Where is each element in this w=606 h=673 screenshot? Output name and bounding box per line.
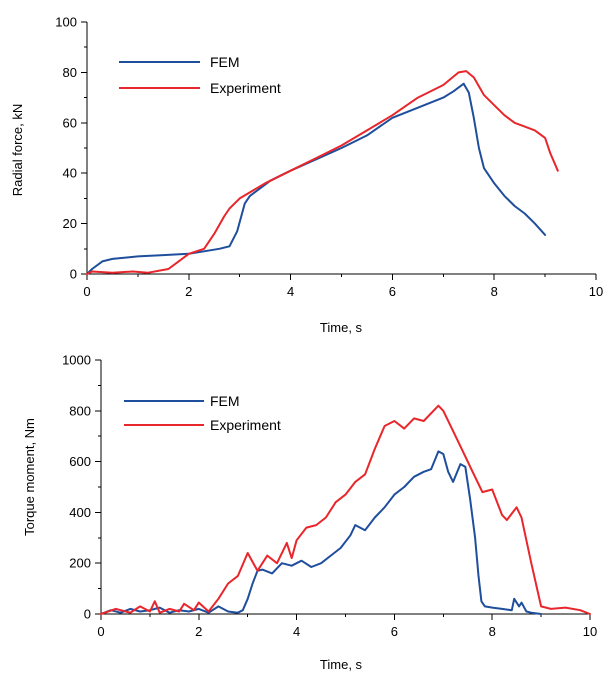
x-tick-label: 0 xyxy=(83,284,90,299)
x-tick-label: 6 xyxy=(391,624,398,639)
y-tick-label: 40 xyxy=(63,166,77,181)
radial-force-legend: FEM Experiment xyxy=(119,54,281,96)
y-tick-label: 200 xyxy=(69,556,91,571)
x-tick-label: 4 xyxy=(287,284,294,299)
y-tick-label: 1000 xyxy=(62,353,91,368)
series-line-experiment xyxy=(100,404,591,615)
series-line-fem xyxy=(86,82,547,275)
torque-moment-series xyxy=(100,404,591,615)
y-tick-label: 600 xyxy=(69,454,91,469)
y-tick-label: 100 xyxy=(55,15,77,30)
torque-moment-axes: 0 200 400 600 800 1000 0 2 4 6 8 10 xyxy=(62,353,597,640)
radial-force-series xyxy=(86,70,559,275)
y-tick-label: 400 xyxy=(69,505,91,520)
x-tick-label: 0 xyxy=(97,624,104,639)
y-tick-label: 60 xyxy=(63,115,77,130)
x-tick-label: 2 xyxy=(185,284,192,299)
x-tick-label: 6 xyxy=(389,284,396,299)
radial-force-chart: 0 20 40 60 80 100 0 2 4 6 8 10 FEM Experiment Time,… xyxy=(10,15,603,336)
x-tick-label: 8 xyxy=(491,284,498,299)
x-tick-label: 8 xyxy=(489,624,496,639)
y-tick-label: 800 xyxy=(69,403,91,418)
y-tick-label: 20 xyxy=(63,216,77,231)
series-line-experiment xyxy=(86,70,559,275)
torque-moment-legend: FEM Experiment xyxy=(124,393,281,433)
x-axis-title: Time, s xyxy=(320,320,363,335)
x-tick-label: 4 xyxy=(293,624,300,639)
x-tick-label: 10 xyxy=(583,624,597,639)
x-tick-label: 2 xyxy=(195,624,202,639)
legend-fem-label: FEM xyxy=(210,54,240,70)
y-tick-label: 0 xyxy=(84,607,91,622)
y-tick-label: 80 xyxy=(63,65,77,80)
y-axis-title: Radial force, kN xyxy=(10,104,25,196)
radial-force-axes: 0 20 40 60 80 100 0 2 4 6 8 10 xyxy=(55,15,603,300)
legend-exp-label: Experiment xyxy=(210,80,281,96)
x-axis-title: Time, s xyxy=(320,657,363,672)
y-tick-label: 0 xyxy=(70,267,77,282)
y-axis-title: Torque moment, Nm xyxy=(22,418,37,536)
legend-exp-label: Experiment xyxy=(210,417,281,433)
x-tick-label: 10 xyxy=(589,284,603,299)
legend-fem-label: FEM xyxy=(210,393,240,409)
